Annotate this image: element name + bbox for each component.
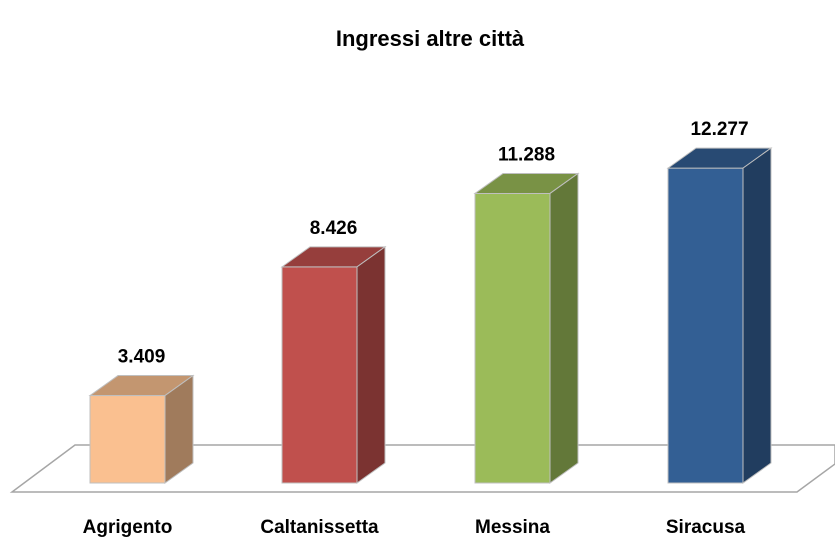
x-tick-label: Agrigento bbox=[83, 517, 173, 538]
data-label: 8.426 bbox=[310, 218, 358, 239]
data-label: 11.288 bbox=[498, 144, 555, 165]
chart-title: Ingressi altre città bbox=[336, 26, 525, 51]
x-tick-label: Messina bbox=[475, 517, 550, 538]
bar-front bbox=[89, 395, 166, 484]
data-label: 12.277 bbox=[690, 119, 748, 140]
bar-side bbox=[356, 245, 386, 484]
bar-front bbox=[474, 192, 551, 484]
bar-front bbox=[281, 266, 358, 484]
floor bbox=[9, 444, 835, 493]
x-tick-label: Siracusa bbox=[666, 517, 746, 538]
bar-side bbox=[742, 147, 772, 484]
bar-front bbox=[667, 167, 744, 484]
bar-side bbox=[164, 374, 194, 484]
x-tick-label: Caltanissetta bbox=[260, 517, 379, 538]
data-label: 3.409 bbox=[118, 347, 166, 368]
bar-side bbox=[549, 172, 579, 484]
